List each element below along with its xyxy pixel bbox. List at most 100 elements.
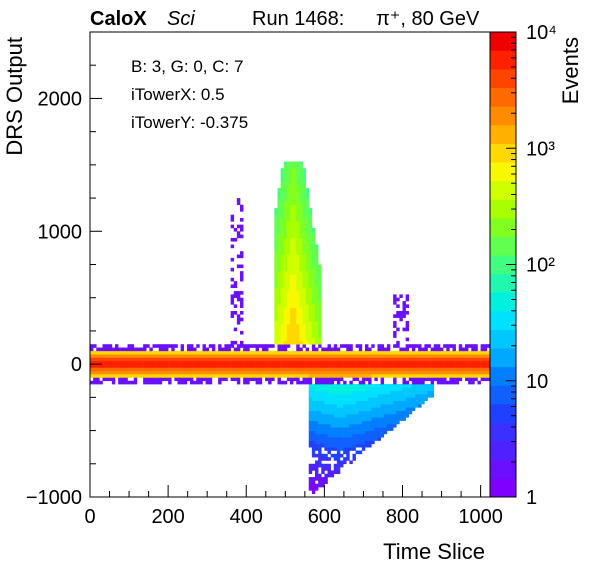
heatmap-cell xyxy=(333,420,338,425)
heatmap-cell xyxy=(405,347,410,352)
heatmap-cell xyxy=(252,374,256,378)
heatmap-cell xyxy=(318,384,322,388)
heatmap-cell xyxy=(315,317,319,322)
heatmap-cell xyxy=(236,198,241,202)
heatmap-cell xyxy=(299,354,303,358)
heatmap-cell xyxy=(290,294,294,299)
heatmap-cell xyxy=(286,184,291,189)
heatmap-cell xyxy=(311,294,316,299)
heatmap-cell xyxy=(311,284,316,289)
heatmap-cell xyxy=(158,344,163,348)
heatmap-cell xyxy=(302,334,306,338)
heatmap-cell xyxy=(377,400,381,405)
heatmap-cell xyxy=(280,204,285,209)
heatmap-cell xyxy=(365,400,369,405)
heatmap-cell xyxy=(355,400,360,405)
heatmap-cell xyxy=(349,400,353,405)
heatmap-cell xyxy=(352,397,356,401)
heatmap-cell xyxy=(368,360,372,365)
heatmap-cell xyxy=(299,184,303,189)
heatmap-cell xyxy=(368,350,372,355)
heatmap-cell xyxy=(290,221,294,225)
heatmap-cell xyxy=(393,380,397,385)
heatmap-cell xyxy=(405,400,410,405)
heatmap-cell xyxy=(299,277,303,282)
heatmap-cell xyxy=(396,417,400,421)
heatmap-cell xyxy=(346,427,350,431)
heatmap-cell xyxy=(274,350,278,355)
heatmap-cell xyxy=(368,354,372,358)
heatmap-cell xyxy=(311,287,316,292)
heatmap-cell xyxy=(280,257,285,262)
heatmap-cell xyxy=(333,433,338,438)
heatmap-cell xyxy=(324,394,328,398)
heatmap-cell xyxy=(240,251,244,255)
heatmap-cell xyxy=(471,380,475,385)
heatmap-cell xyxy=(374,417,378,421)
heatmap-cell xyxy=(365,413,369,418)
heatmap-cell xyxy=(330,390,335,395)
heatmap-cell xyxy=(424,384,428,388)
heatmap-cell xyxy=(308,350,313,355)
heatmap-cell xyxy=(193,360,197,365)
heatmap-cell xyxy=(261,370,266,375)
heatmap-cell xyxy=(343,350,347,355)
heatmap-cell xyxy=(127,380,131,385)
heatmap-cell xyxy=(336,427,341,431)
heatmap-cell xyxy=(308,287,313,292)
heatmap-cell xyxy=(308,413,313,418)
heatmap-cell xyxy=(290,244,294,249)
heatmap-cell xyxy=(352,384,356,388)
heatmap-cell xyxy=(349,407,353,411)
heatmap-cell xyxy=(458,374,463,378)
heatmap-cell xyxy=(315,340,319,345)
heatmap-cell xyxy=(208,377,213,382)
heatmap-cell xyxy=(349,380,353,385)
heatmap-cell xyxy=(305,261,310,265)
heatmap-cell xyxy=(249,367,253,372)
heatmap-cell xyxy=(280,171,285,176)
heatmap-cell xyxy=(186,350,191,355)
heatmap-cell xyxy=(240,364,244,368)
heatmap-cell xyxy=(390,420,394,425)
heatmap-cell xyxy=(480,377,485,382)
heatmap-cell xyxy=(293,374,297,378)
heatmap-cell xyxy=(318,417,322,421)
heatmap-cell xyxy=(290,380,294,385)
heatmap-cell xyxy=(286,354,291,358)
heatmap-cell xyxy=(305,211,310,215)
heatmap-cell xyxy=(286,194,291,199)
heatmap-cell xyxy=(405,413,410,418)
heatmap-cell xyxy=(433,370,438,375)
heatmap-cell xyxy=(399,357,403,362)
heatmap-cell xyxy=(124,360,128,365)
heatmap-cell xyxy=(286,227,291,232)
heatmap-cell xyxy=(386,360,391,365)
heatmap-cell xyxy=(296,257,300,262)
heatmap-cell xyxy=(415,390,419,395)
heatmap-cell xyxy=(90,380,94,385)
heatmap-cell xyxy=(108,374,113,378)
palette-band xyxy=(490,348,516,368)
heatmap-cell xyxy=(305,380,310,385)
heatmap-cell xyxy=(355,374,360,378)
heatmap-cell xyxy=(196,364,200,368)
palette-band xyxy=(490,236,516,256)
heatmap-cell xyxy=(318,317,322,322)
heatmap-cell xyxy=(174,360,178,365)
heatmap-cell xyxy=(333,457,338,461)
heatmap-cell xyxy=(99,374,103,378)
heatmap-cell xyxy=(483,374,488,378)
heatmap-cell xyxy=(280,294,285,299)
heatmap-cell xyxy=(283,191,288,196)
heatmap-cell xyxy=(286,257,291,262)
heatmap-cell xyxy=(380,430,385,435)
heatmap-cell xyxy=(296,261,300,265)
heatmap-cell xyxy=(330,387,335,392)
heatmap-cell xyxy=(286,241,291,245)
heatmap-cell xyxy=(190,360,194,365)
heatmap-cell xyxy=(293,291,297,295)
heatmap-cell xyxy=(315,271,319,275)
heatmap-cell xyxy=(296,367,300,372)
heatmap-cell xyxy=(290,287,294,292)
